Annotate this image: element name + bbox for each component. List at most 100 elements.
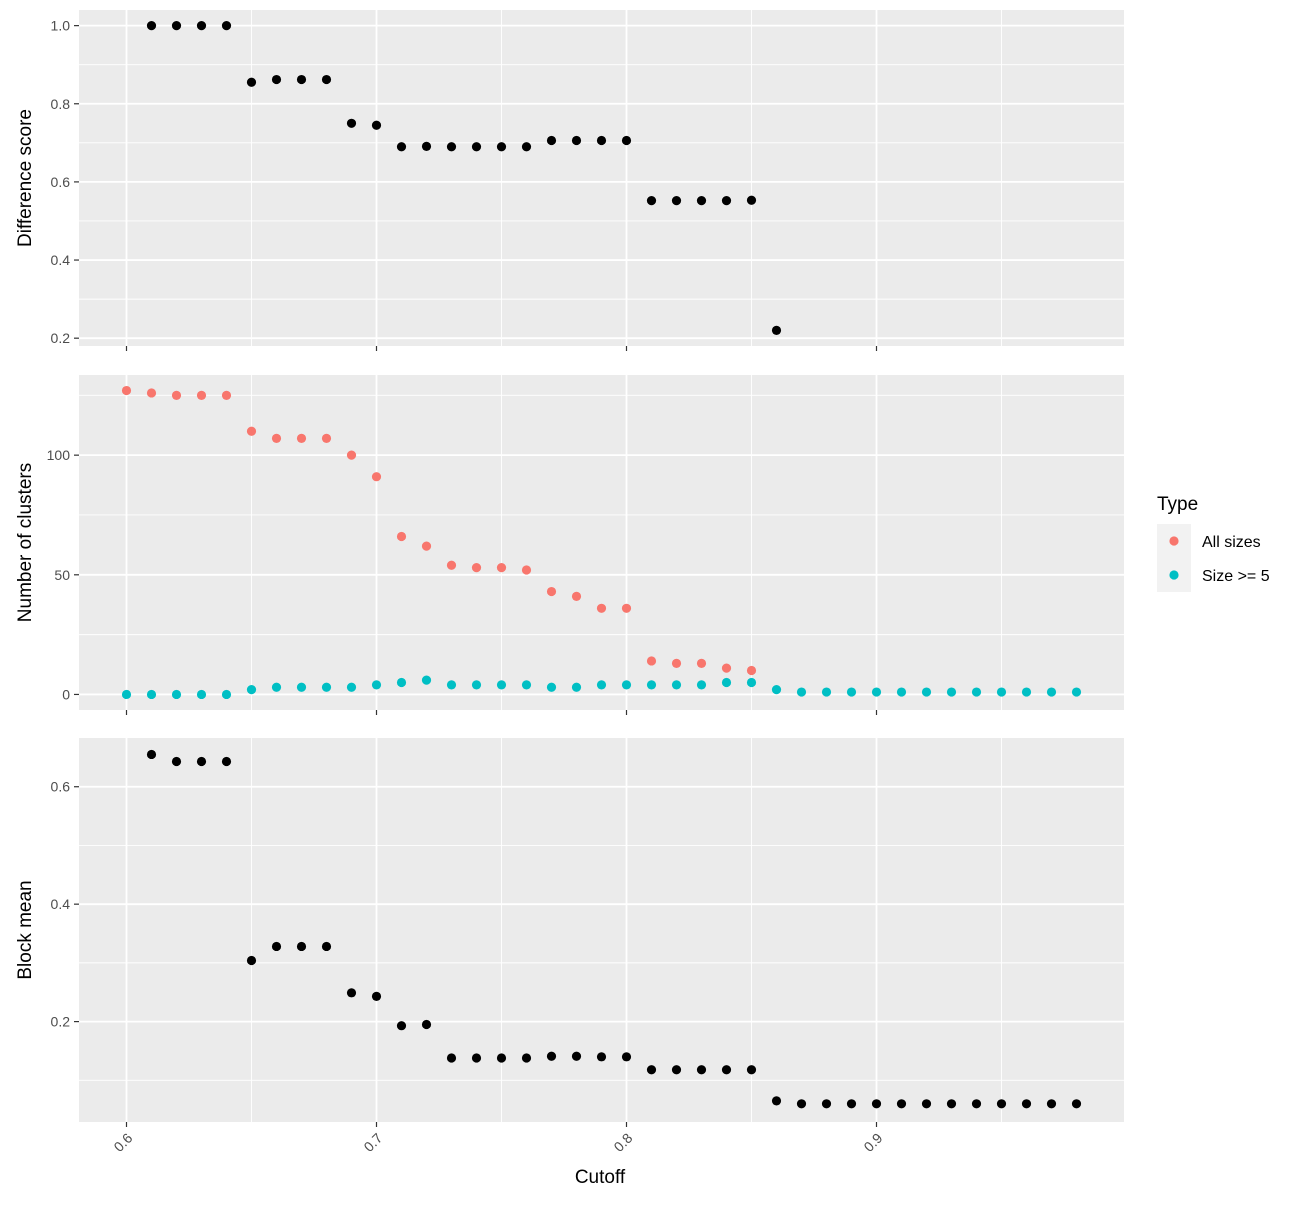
point-size-5 bbox=[971, 687, 982, 697]
point-size-5 bbox=[446, 680, 457, 690]
y-tick-label: 0.6 bbox=[51, 779, 71, 795]
y-tick-label: 0.8 bbox=[51, 96, 71, 112]
point-size-5 bbox=[321, 682, 332, 692]
point-series-0 bbox=[696, 196, 707, 206]
point-all-sizes bbox=[571, 591, 582, 601]
point-series-0 bbox=[446, 142, 457, 152]
point-series-0 bbox=[571, 135, 582, 146]
point-series-0 bbox=[321, 941, 332, 952]
legend-title: Type bbox=[1157, 494, 1198, 515]
x-axis-title: Cutoff bbox=[575, 1167, 626, 1188]
point-series-0 bbox=[596, 135, 607, 146]
point-series-0 bbox=[721, 196, 732, 206]
point-series-0 bbox=[621, 135, 632, 146]
point-series-0 bbox=[921, 1099, 932, 1109]
point-size-5 bbox=[121, 689, 132, 700]
point-series-0 bbox=[546, 1051, 557, 1061]
point-size-5 bbox=[646, 680, 657, 690]
point-series-0 bbox=[421, 141, 432, 151]
point-series-0 bbox=[746, 195, 757, 205]
point-series-0 bbox=[271, 941, 282, 952]
point-all-sizes bbox=[396, 531, 407, 542]
panel-background bbox=[79, 738, 1124, 1122]
point-series-0 bbox=[896, 1099, 907, 1109]
point-series-0 bbox=[521, 142, 532, 152]
point-size-5 bbox=[146, 689, 157, 700]
point-series-0 bbox=[571, 1051, 582, 1061]
point-series-0 bbox=[296, 74, 307, 85]
point-size-5 bbox=[471, 680, 482, 690]
point-series-0 bbox=[371, 120, 382, 130]
point-series-0 bbox=[496, 1053, 507, 1063]
point-series-0 bbox=[621, 1052, 632, 1062]
point-series-0 bbox=[196, 21, 207, 31]
panel-number-of-clusters: 0 50 100 Number of clusters bbox=[15, 375, 1124, 715]
point-series-0 bbox=[796, 1099, 807, 1109]
point-all-sizes bbox=[121, 385, 132, 396]
point-size-5 bbox=[696, 680, 707, 690]
point-all-sizes bbox=[271, 433, 282, 444]
point-series-0 bbox=[221, 756, 232, 767]
point-series-0 bbox=[371, 991, 382, 1001]
point-all-sizes bbox=[671, 658, 682, 668]
point-size-5 bbox=[421, 675, 432, 685]
point-size-5 bbox=[746, 677, 757, 688]
x-tick-label: 0.6 bbox=[110, 1130, 135, 1155]
point-size-5 bbox=[946, 687, 957, 697]
point-series-0 bbox=[721, 1065, 732, 1075]
point-size-5 bbox=[921, 687, 932, 697]
x-tick-label: 0.7 bbox=[360, 1130, 385, 1155]
point-all-sizes bbox=[721, 663, 732, 673]
point-series-0 bbox=[1046, 1099, 1057, 1109]
point-size-5 bbox=[821, 687, 832, 697]
point-series-0 bbox=[596, 1052, 607, 1062]
y-tick-label: 0.4 bbox=[51, 252, 71, 268]
y-tick-label: 0.6 bbox=[51, 174, 71, 190]
legend-label-all-sizes: All sizes bbox=[1202, 534, 1261, 551]
legend-label-size-ge-5: Size >= 5 bbox=[1202, 568, 1270, 585]
point-series-0 bbox=[246, 955, 257, 966]
y-tick-label: 1.0 bbox=[51, 18, 71, 34]
point-series-0 bbox=[771, 1096, 782, 1106]
y-axis-title: Number of clusters bbox=[15, 463, 36, 622]
point-size-5 bbox=[396, 677, 407, 688]
point-size-5 bbox=[171, 689, 182, 700]
point-size-5 bbox=[371, 680, 382, 690]
point-series-0 bbox=[1021, 1099, 1032, 1109]
point-series-0 bbox=[971, 1099, 982, 1109]
point-size-5 bbox=[246, 685, 257, 695]
point-size-5 bbox=[896, 687, 907, 697]
point-all-sizes bbox=[446, 560, 457, 570]
y-tick-label: 0 bbox=[62, 686, 70, 702]
point-size-5 bbox=[996, 687, 1007, 697]
point-series-0 bbox=[321, 74, 332, 85]
point-series-0 bbox=[396, 1021, 407, 1031]
point-size-5 bbox=[221, 689, 232, 700]
point-size-5 bbox=[196, 689, 207, 700]
point-all-sizes bbox=[246, 426, 257, 436]
point-all-sizes bbox=[646, 656, 657, 666]
panel-background bbox=[79, 10, 1124, 346]
point-size-5 bbox=[496, 680, 507, 690]
legend-key-size-ge-5 bbox=[1169, 570, 1179, 580]
legend: Type All sizes Size >= 5 bbox=[1157, 494, 1270, 592]
point-all-sizes bbox=[521, 565, 532, 575]
point-all-sizes bbox=[471, 563, 482, 573]
point-series-0 bbox=[346, 988, 357, 998]
point-series-0 bbox=[296, 941, 307, 952]
point-series-0 bbox=[446, 1053, 457, 1063]
point-size-5 bbox=[521, 680, 532, 690]
point-series-0 bbox=[171, 21, 182, 31]
point-all-sizes bbox=[346, 450, 357, 460]
y-tick-label: 0.2 bbox=[51, 330, 71, 346]
point-all-sizes bbox=[196, 390, 207, 400]
point-size-5 bbox=[1021, 687, 1032, 697]
point-series-0 bbox=[696, 1065, 707, 1075]
x-tick-label: 0.8 bbox=[610, 1130, 635, 1155]
y-tick-label: 0.4 bbox=[51, 896, 71, 912]
point-series-0 bbox=[246, 77, 257, 87]
point-series-0 bbox=[1071, 1099, 1082, 1109]
point-series-0 bbox=[996, 1099, 1007, 1109]
point-series-0 bbox=[646, 196, 657, 206]
point-size-5 bbox=[846, 687, 857, 697]
